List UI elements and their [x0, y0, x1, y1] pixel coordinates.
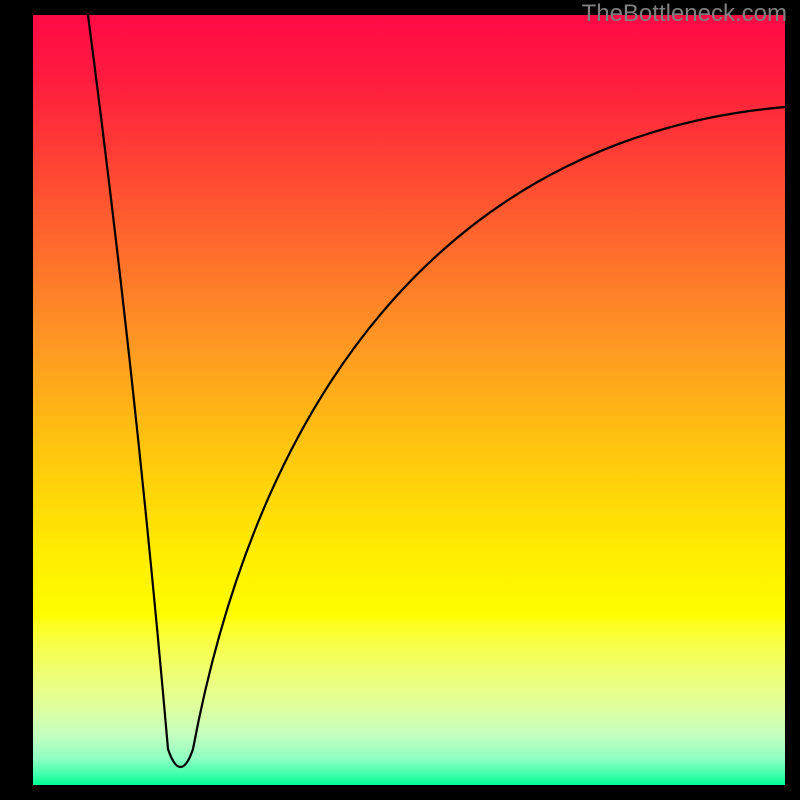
chart-frame: TheBottleneck.com [0, 0, 800, 800]
plot-area [33, 15, 785, 785]
plot-svg [33, 15, 785, 785]
watermark-text: TheBottleneck.com [582, 0, 787, 28]
gradient-background [33, 15, 785, 785]
